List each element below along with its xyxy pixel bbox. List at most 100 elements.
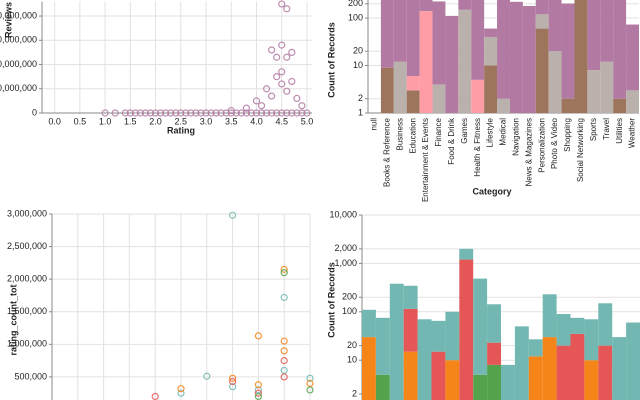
point [283,53,291,61]
y-tick-label: 0 [32,107,37,117]
x-tick-label: Business [395,118,404,150]
bar-segment [487,342,501,365]
point [288,48,296,57]
bar-segment [487,364,501,400]
point [203,372,211,380]
bar-segment [535,0,549,15]
point [280,293,288,302]
bar-segment [406,76,420,91]
x-tick-label: Education [408,118,417,154]
x-tick-label: Lifestyle [486,117,495,147]
point [217,109,225,117]
bar-segment [574,0,588,114]
y-tick-label: 200 [348,0,363,8]
x-tick-label: 2.0 [149,116,162,126]
bar-segment [473,374,488,400]
point [262,85,271,93]
point [278,41,286,49]
bar-segment [598,345,613,400]
x-tick-label: 4.5 [275,116,288,126]
bar-segment [584,319,599,361]
point [212,109,220,117]
point [151,392,159,400]
bar-segment [362,337,376,400]
bar-segment [587,70,601,113]
point [268,92,276,100]
bar-segment [473,278,488,375]
y-tick-label: 20 [353,46,363,56]
x-tick-label: Sports [589,118,598,141]
x-tick-label: 0.0 [48,116,61,126]
y-tick-label: 10,000,000 [0,83,37,93]
point [167,109,175,117]
point [283,87,291,95]
bar-segment [570,317,585,334]
bar-segment [561,3,575,99]
bar-segment [522,5,536,113]
bar-segment [459,259,474,400]
x-tick-label: Food & Drink [447,117,456,165]
bar-segment [542,294,557,338]
bar-segment [561,98,575,113]
bar-segment [542,337,557,400]
x-tick-label: Personalization [537,118,546,173]
point [111,109,119,117]
point [278,0,286,8]
bar-segment [445,15,459,114]
point [197,109,205,117]
bar-segment [458,0,472,10]
y-tick-label: 30,000,000 [0,35,37,45]
y-tick-label: 10 [353,60,363,70]
bar-segment [403,351,418,400]
point [229,374,237,382]
bar-segment [403,285,418,309]
x-tick-label: Medical [499,118,508,146]
x-tick-label: 1.5 [124,116,137,126]
point [229,383,237,391]
x-tick-label: 0.5 [74,116,87,126]
y-axis-title: Reviews [3,2,13,38]
point [280,265,288,273]
bar-segment [362,309,376,338]
x-tick-label: 1.0 [99,116,112,126]
point [126,109,134,117]
point [242,109,250,117]
point [131,109,139,117]
y-tick-label: 3,000,000 [7,208,47,218]
point [182,109,190,117]
bar-segment [497,98,510,113]
point [247,109,256,117]
bar-segment [497,0,510,99]
point [177,109,185,117]
point [229,211,237,219]
bar-segment [535,14,549,29]
bar-segment [458,9,472,113]
point [288,77,296,86]
point [227,109,235,117]
x-tick-label: Photo & Video [550,117,559,169]
point [298,109,306,117]
bar-segment [403,308,418,352]
bar-segment [471,0,485,80]
y-tick-label: 200 [342,292,357,302]
point [280,357,288,365]
y-tick-label: 20 [347,340,357,350]
point [257,109,266,117]
bar-segment [598,303,613,346]
y-tick-label: 100 [348,12,363,22]
x-tick-label: Weather [628,118,637,148]
x-tick-label: Utilities [615,118,624,144]
point [207,109,215,117]
bar-segment [419,0,433,12]
point [254,389,262,397]
y-tick-label: 2 [352,388,357,398]
point [288,109,296,117]
bar-segment [459,248,474,260]
bar-segment [548,0,562,52]
point [242,104,250,112]
x-tick-label: News & Magazines [524,118,533,186]
x-tick-label: Travel [602,118,611,140]
bar-segment [484,36,498,66]
point [283,109,291,117]
